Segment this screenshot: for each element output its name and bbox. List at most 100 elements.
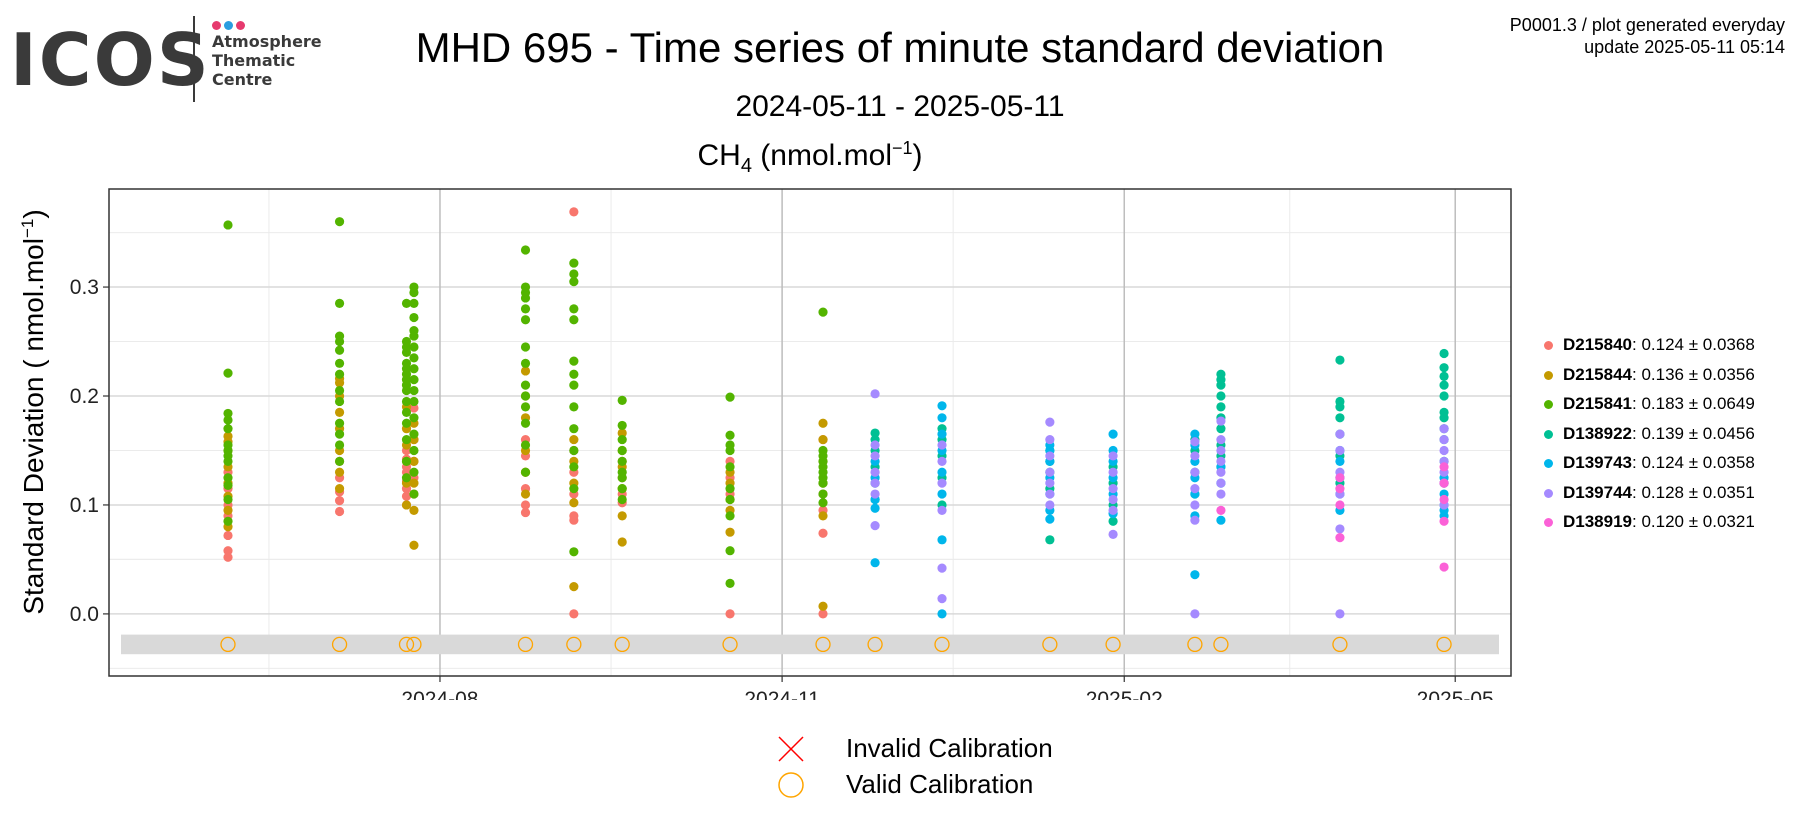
plot-info-line-1: P0001.3 / plot generated everyday: [1509, 15, 1785, 35]
data-point-d215841: [223, 473, 233, 483]
data-point-d215841: [409, 467, 419, 477]
data-point-d215844: [617, 511, 627, 521]
data-point-d215844: [818, 418, 828, 428]
data-point-d139744: [1439, 434, 1449, 445]
legend-series-name: D139743: [1563, 453, 1633, 472]
data-point-d215841: [569, 445, 579, 456]
legend-series-stat: : 0.136 ± 0.0356: [1632, 364, 1755, 384]
data-point-d215840: [818, 528, 828, 538]
data-point-d138922: [1216, 369, 1226, 379]
data-point-d215840: [569, 207, 579, 217]
logo-subtitle: Atmosphere Thematic Centre: [212, 32, 322, 89]
data-point-d138922: [1335, 396, 1345, 407]
data-point-d139744: [1190, 484, 1200, 494]
data-point-d215841: [334, 298, 345, 308]
data-point-d215844: [569, 498, 579, 508]
legend-item-d215840: D215840: 0.124 ± 0.0368: [1544, 330, 1755, 360]
data-point-d139744: [870, 489, 880, 499]
valid-calibration-marker: [934, 636, 950, 653]
data-point-d139744: [1108, 484, 1118, 494]
data-point-d215841: [520, 282, 531, 292]
data-point-d215840: [223, 530, 233, 541]
icos-logo: ICOS Atmosphere Thematic Centre: [10, 12, 330, 107]
data-point-d215841: [401, 298, 412, 308]
data-point-d215844: [409, 456, 419, 466]
data-point-d215841: [223, 408, 233, 419]
data-point-d139744: [937, 594, 947, 604]
legend-series-name: D215844: [1563, 364, 1633, 384]
data-point-d215840: [409, 403, 419, 413]
data-point-d215841: [520, 315, 531, 325]
legend-swatch: [1544, 518, 1553, 528]
data-point-d139744: [1216, 489, 1226, 499]
data-point-d139744: [1216, 456, 1226, 466]
valid-calibration-marker: [867, 636, 883, 653]
data-point-d215841: [725, 511, 735, 521]
data-point-d139744: [1108, 494, 1118, 505]
data-point-d215841: [401, 473, 412, 483]
data-point-d215841: [334, 331, 345, 341]
data-point-d215841: [334, 396, 345, 407]
data-point-d139744: [1045, 478, 1055, 488]
data-point-d215841: [725, 578, 735, 588]
data-point-d139744: [870, 467, 880, 477]
data-point-d215844: [725, 527, 735, 537]
data-point-d215841: [569, 304, 579, 314]
y-tick-label: 0.3: [70, 276, 99, 299]
valid-calibration-marker: [566, 636, 582, 653]
data-point-d215841: [818, 445, 828, 456]
data-point-d139744: [1045, 500, 1055, 510]
data-point-d138922: [1439, 407, 1449, 417]
chart-title-unit: (nmol.mol: [751, 139, 892, 172]
data-point-d139744: [937, 440, 947, 450]
x-tick-label: 2025-05: [1417, 688, 1494, 700]
data-point-d215841: [401, 418, 412, 428]
calibration-legend-valid: Valid Calibration: [776, 766, 1053, 802]
data-point-d139743: [937, 401, 947, 411]
data-point-d215841: [617, 395, 627, 405]
data-point-d215841: [409, 445, 419, 456]
data-point-d215841: [401, 336, 412, 347]
valid-calibration-marker: [614, 636, 630, 653]
data-point-d139743: [1190, 429, 1200, 439]
data-point-d215844: [409, 478, 419, 488]
y-tick-label: 0.0: [70, 603, 99, 626]
data-point-d215841: [334, 217, 345, 227]
data-point-d138922: [1439, 391, 1449, 401]
legend-series-name: D215840: [1563, 335, 1633, 354]
valid-calibration-marker: [1436, 636, 1452, 653]
y-tick-label: 0.1: [70, 494, 99, 517]
data-point-d139743: [937, 429, 947, 439]
data-point-d215841: [725, 392, 735, 402]
valid-calibration-marker: [517, 636, 534, 653]
data-point-d215844: [520, 489, 531, 499]
valid-calibration-marker: [220, 636, 236, 653]
data-point-d215844: [520, 366, 531, 376]
data-point-d215841: [818, 498, 828, 508]
data-point-d139743: [1190, 570, 1200, 580]
data-point-d139743: [937, 489, 947, 499]
data-point-d215841: [223, 220, 233, 230]
data-point-d139744: [870, 478, 880, 488]
data-point-d139744: [1108, 529, 1118, 539]
valid-calibration-icon: [778, 772, 804, 798]
data-point-d139743: [870, 503, 880, 513]
data-point-d138919: [1439, 494, 1449, 505]
data-point-d139744: [1335, 524, 1345, 534]
legend-series-stat: : 0.124 ± 0.0368: [1632, 335, 1755, 354]
data-point-d215840: [223, 546, 233, 556]
data-point-d215841: [223, 516, 233, 526]
data-point-d215841: [617, 456, 627, 466]
data-point-d215841: [334, 345, 345, 355]
data-point-d215841: [569, 356, 579, 366]
data-point-d215841: [569, 484, 579, 494]
data-point-d215841: [818, 307, 828, 317]
scatter-plot: 0.0 0.1 0.2 0.3 2024-08 2024-11 2025-02 2025-05: [70, 188, 1512, 700]
data-point-d215841: [223, 415, 233, 425]
data-point-d139744: [1045, 489, 1055, 499]
data-point-d215841: [725, 546, 735, 556]
data-point-d215844: [818, 434, 828, 445]
data-point-d138922: [1108, 516, 1118, 526]
data-point-d139744: [1216, 434, 1226, 445]
legend-series-stat: : 0.120 ± 0.0321: [1632, 512, 1755, 531]
